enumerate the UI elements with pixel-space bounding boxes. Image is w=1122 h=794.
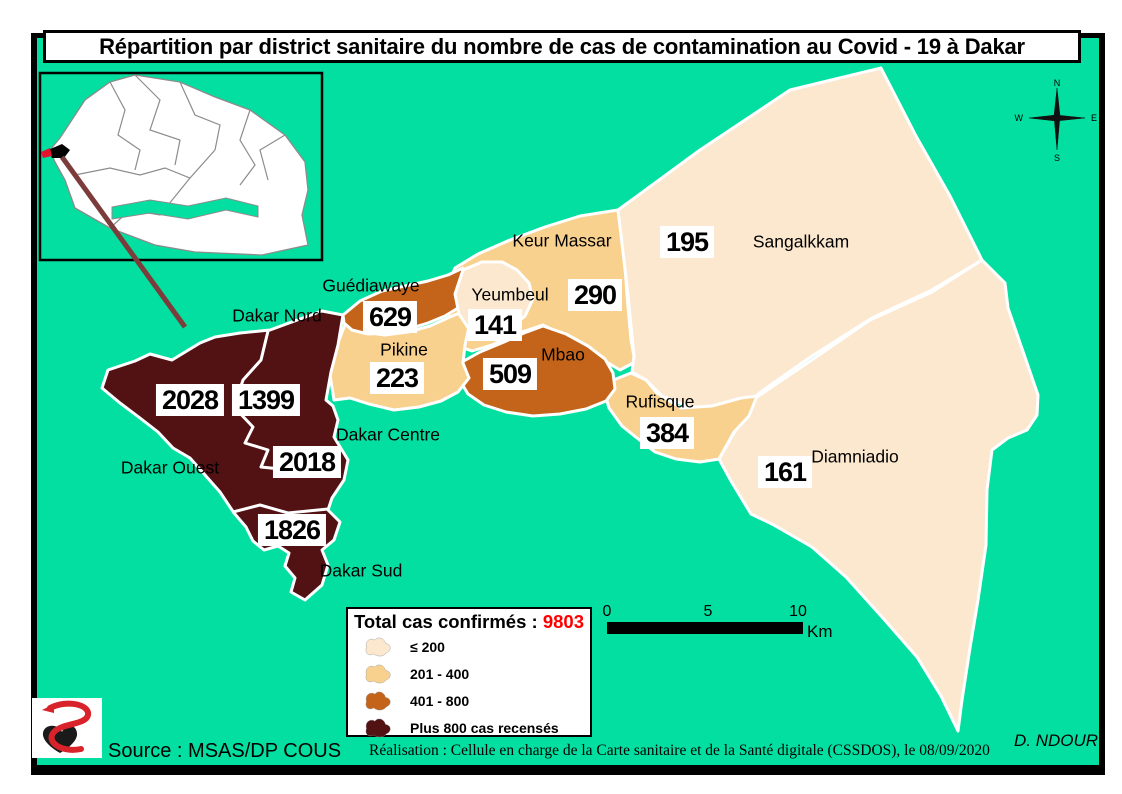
realisation-text: Réalisation : Cellule en charge de la Ca… [369, 742, 990, 759]
legend-total-value: 9803 [542, 611, 584, 632]
district-cases-diamniadio: 161 [757, 456, 813, 488]
author-text: D. NDOUR [1014, 731, 1099, 750]
district-cases-dakar-centre: 2018 [272, 446, 342, 478]
scale-tick-0: 0 [603, 603, 612, 620]
scale-bar: 0 5 10 Km [603, 603, 833, 641]
legend-title: Total cas confirmés : 9803 [354, 611, 584, 633]
legend-item-label: 201 - 400 [410, 665, 470, 682]
district-cases-sangalkkam: 195 [659, 226, 715, 258]
district-label-dakar-ouest: Dakar Ouest [120, 457, 220, 478]
legend-swatch-icon [365, 664, 391, 683]
compass-rose-icon: N S E W [1015, 78, 1098, 163]
legend-swatch-icon [365, 691, 391, 710]
district-cases-yeumbeul: 141 [467, 309, 523, 341]
district-label-yeumbeul: Yeumbeul [471, 284, 549, 305]
legend-item-3: Plus 800 cas recensés [354, 714, 584, 741]
legend-item-2: 401 - 800 [354, 687, 584, 714]
inset-dakar-marker-red [41, 148, 52, 158]
district-label-dakar-sud: Dakar Sud [319, 560, 403, 581]
district-cases-keur-massar: 290 [567, 279, 623, 311]
inset-leader-line [59, 155, 188, 329]
scale-tick-5: 5 [704, 603, 713, 620]
district-cases-rufisque: 384 [639, 417, 695, 449]
region-diamniadio [717, 258, 1040, 733]
district-label-dakar-nord: Dakar Nord [232, 305, 322, 326]
compass-s: S [1054, 153, 1060, 163]
legend-item-0: ≤ 200 [354, 633, 584, 660]
inset-region-borders [74, 74, 286, 229]
source-text: Source : MSAS/DP COUS [108, 740, 342, 762]
map-title-text: Répartition par district sanitaire du no… [99, 33, 1025, 59]
legend-swatch-icon [365, 637, 391, 656]
district-cases-dakar-sud: 1826 [257, 514, 327, 546]
map-title: Répartition par district sanitaire du no… [43, 30, 1081, 63]
inset-dakar-marker [48, 144, 70, 158]
legend: Total cas confirmés : 9803 ≤ 200 201 - 40… [346, 607, 592, 737]
legend-item-label: ≤ 200 [410, 638, 445, 655]
legend-item-label: 401 - 800 [410, 692, 470, 709]
district-label-dakar-centre: Dakar Centre [335, 424, 441, 445]
district-cases-pikine: 223 [369, 362, 425, 394]
district-cases-dakar-nord: 1399 [231, 384, 301, 416]
district-label-rufisque: Rufisque [625, 391, 695, 412]
inset-gambia-strip [111, 197, 259, 220]
compass-w: W [1015, 113, 1024, 123]
district-label-keur-massar: Keur Massar [512, 230, 612, 251]
district-label-mbao: Mbao [541, 344, 585, 365]
district-cases-dakar-ouest: 2028 [155, 384, 225, 416]
inset-map [38, 71, 324, 329]
scale-tick-10: 10 [789, 603, 807, 620]
district-label-pikine: Pikine [380, 339, 428, 360]
district-label-guediawaye: Guédiawaye [322, 275, 420, 296]
scale-unit: Km [807, 622, 833, 641]
compass-e: E [1091, 113, 1097, 123]
legend-swatch-icon [365, 718, 391, 737]
legend-item-label: Plus 800 cas recensés [410, 719, 559, 736]
legend-title-text: Total cas confirmés : [354, 611, 543, 632]
district-label-sangalkkam: Sangalkkam [752, 231, 850, 252]
compass-n: N [1054, 78, 1061, 88]
legend-item-1: 201 - 400 [354, 660, 584, 687]
msas-logo [32, 698, 102, 758]
legend-items: ≤ 200 201 - 400 401 - 800 Plus 800 cas rece… [354, 633, 584, 741]
district-cases-mbao: 509 [482, 358, 538, 390]
logo-snake-head [42, 704, 54, 713]
region-sangalkkam [616, 66, 984, 413]
logo-snake-shape [47, 700, 91, 753]
district-cases-guediawaye: 629 [362, 301, 418, 333]
district-label-diamniadio: Diamniadio [811, 446, 899, 467]
